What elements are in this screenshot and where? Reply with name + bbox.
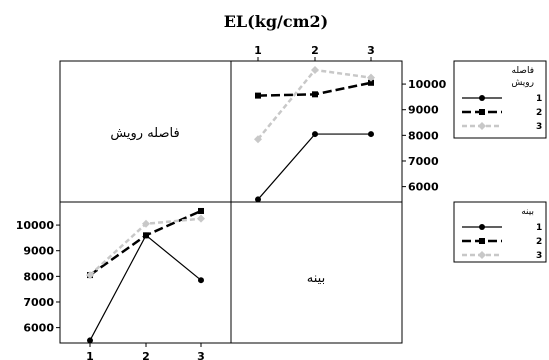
legend-label-1: 1 <box>536 94 542 104</box>
legend-box <box>453 201 547 263</box>
data-point-series-2 <box>255 92 261 99</box>
data-point-series-2 <box>198 207 204 214</box>
legend-label-3: 3 <box>536 251 542 261</box>
data-point-series-1 <box>312 131 318 138</box>
legend-marker-1 <box>479 95 485 101</box>
panel-bottom-left: 1 2 3 6000 7000 8000 9000 10000 <box>16 207 205 360</box>
x-tick-label: 1 <box>254 44 262 57</box>
y-tick-label: 9000 <box>408 104 439 117</box>
x-tick-label: 3 <box>367 44 375 57</box>
data-point-series-1 <box>368 131 374 138</box>
y-tick-label: 7000 <box>408 155 439 168</box>
legend-title: بینه <box>521 207 534 217</box>
legend-marker-3 <box>478 122 486 130</box>
panels-layer: 1 2 3 6000 7000 8000 9000 10000 1 2 3 6000 7000 8000 9… <box>16 44 447 360</box>
legend-marker-2 <box>479 238 485 244</box>
legend-label-2: 2 <box>536 108 542 118</box>
data-point-series-3 <box>197 214 205 223</box>
x-tick-label: 2 <box>311 44 319 57</box>
data-point-series-2 <box>368 79 374 86</box>
y-tick-label: 6000 <box>408 181 439 194</box>
legend-marker-2 <box>479 109 485 115</box>
legend-marker-3 <box>478 251 486 259</box>
series-line-1 <box>89 234 202 341</box>
legend-label-2: 2 <box>536 237 542 247</box>
factor-label-grade: بینه <box>307 271 325 286</box>
factor-label-spacing: فاصله رویش <box>110 126 179 141</box>
legend-title: رویش <box>511 78 534 88</box>
chart-title: EL(kg/cm2) <box>224 12 329 31</box>
series-line-3 <box>257 68 372 140</box>
x-tick-label: 1 <box>86 350 94 360</box>
legend-title: فاصله <box>512 66 535 76</box>
legend-box <box>453 60 547 139</box>
y-tick-label: 7000 <box>23 296 54 309</box>
data-point-series-3 <box>367 73 375 82</box>
data-point-series-3 <box>254 135 262 144</box>
data-point-series-1 <box>198 277 204 284</box>
y-tick-label: 8000 <box>408 129 439 142</box>
legend-label-3: 3 <box>536 122 542 132</box>
panel-top-right: 1 2 3 6000 7000 8000 9000 10000 <box>254 44 447 203</box>
data-point-series-3 <box>311 65 319 74</box>
y-tick-label: 10000 <box>16 219 55 232</box>
data-point-series-1 <box>255 196 261 203</box>
x-tick-label: 3 <box>197 350 205 360</box>
data-point-series-3 <box>142 219 150 228</box>
y-tick-label: 6000 <box>23 322 54 335</box>
data-point-series-2 <box>312 91 318 98</box>
data-point-series-3 <box>86 271 94 280</box>
x-tick-label: 2 <box>142 350 150 360</box>
legend-marker-1 <box>479 224 485 230</box>
y-tick-label: 9000 <box>23 245 54 258</box>
y-tick-label: 10000 <box>408 78 447 91</box>
data-point-series-1 <box>87 337 93 344</box>
data-point-series-2 <box>143 232 149 239</box>
legend-label-1: 1 <box>536 223 542 233</box>
series-line-1 <box>257 133 371 200</box>
y-tick-label: 8000 <box>23 270 54 283</box>
